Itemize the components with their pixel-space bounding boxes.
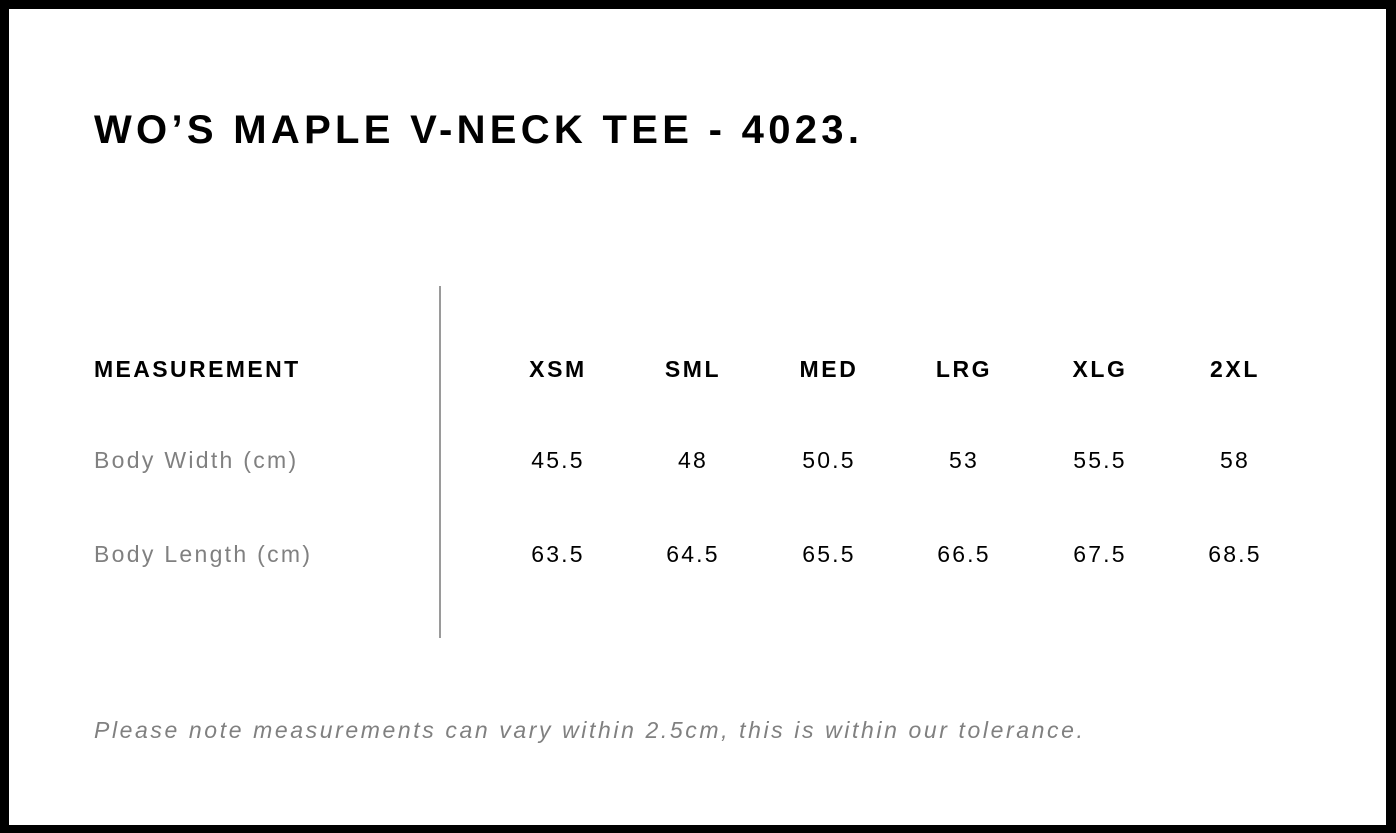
table-cell: 65.5	[802, 541, 856, 567]
row-label: Body Width (cm)	[94, 447, 299, 473]
size-header: XSM	[529, 356, 587, 382]
table-cell: 53	[949, 447, 979, 473]
size-header: MED	[799, 356, 859, 382]
table-header-row: MEASUREMENT XSM SML MED LRG XLG 2XL	[0, 356, 1396, 386]
table-row-body-width: Body Width (cm) 45.5 48 50.5 53 55.5 58	[0, 447, 1396, 477]
size-header: LRG	[935, 356, 993, 382]
table-cell: 48	[678, 447, 708, 473]
table-cell: 58	[1220, 447, 1250, 473]
row-label: Body Length (cm)	[94, 541, 313, 567]
table-row-body-length: Body Length (cm) 63.5 64.5 65.5 66.5 67.5 68.…	[0, 541, 1396, 571]
table-cell: 66.5	[937, 541, 991, 567]
tolerance-note: Please note measurements can vary within…	[94, 717, 1086, 743]
table-cell: 50.5	[802, 447, 856, 473]
table-cell: 67.5	[1073, 541, 1127, 567]
table-cell: 63.5	[531, 541, 585, 567]
table-cell: 68.5	[1208, 541, 1262, 567]
size-header: 2XL	[1210, 356, 1260, 382]
table-cell: 64.5	[666, 541, 720, 567]
header-measurement: MEASUREMENT	[94, 356, 301, 382]
table-cell: 55.5	[1073, 447, 1127, 473]
table-cell: 45.5	[531, 447, 585, 473]
column-divider	[439, 286, 441, 638]
size-header: SML	[664, 356, 722, 382]
size-header: XLG	[1072, 356, 1128, 382]
page-title: WO’S MAPLE V-NECK TEE - 4023.	[94, 108, 864, 152]
